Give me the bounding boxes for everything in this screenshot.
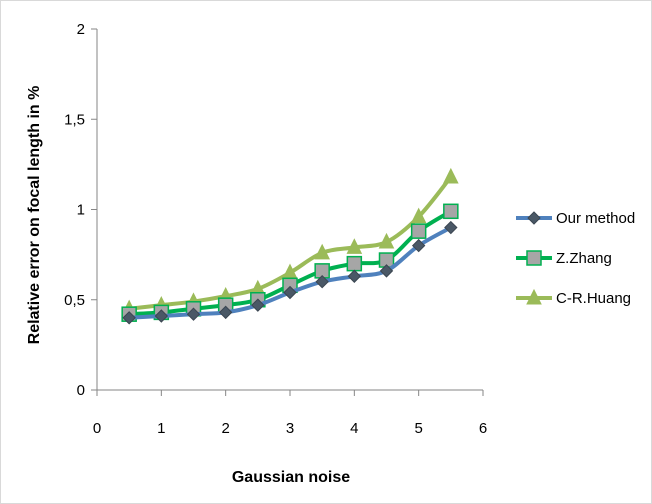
x-axis: 0 1 2 3 4 5 6 [93,389,487,437]
data-point [122,311,136,325]
series-0 [122,220,458,325]
data-point [443,203,459,220]
legend-item: Z.Zhang [516,250,612,267]
legend-marker [526,288,542,305]
x-tick-label: 3 [286,420,294,437]
x-tick-label: 4 [350,420,358,437]
legend-marker [526,250,542,266]
legend-label: C-R.Huang [556,290,631,307]
x-tick-label: 2 [221,420,229,437]
data-point [218,305,233,320]
data-point [251,298,265,312]
data-point [410,207,427,224]
y-axis-title: Relative error on focal length in % [26,86,43,345]
data-point [154,309,169,323]
legend-label: Z.Zhang [556,250,612,267]
y-tick-label: 0,5 [64,292,85,309]
x-axis-title: Gaussian noise [232,469,350,486]
data-point [346,238,363,254]
legend-marker [527,211,541,225]
data-point [410,223,427,239]
data-point [443,167,459,184]
x-tick-label: 1 [157,420,165,437]
data-point [283,285,297,300]
data-point [444,220,458,235]
x-tick-label: 0 [93,420,101,437]
data-point [346,255,363,272]
legend: Our method Z.Zhang C-R.Huang [516,210,635,307]
data-point [347,269,362,283]
y-tick-label: 1,5 [64,111,85,128]
data-point [378,232,395,249]
series-layer [121,167,459,325]
data-point [379,264,394,278]
y-tick-label: 1 [77,202,85,219]
data-point [314,243,330,260]
x-tick-label: 6 [479,420,487,437]
y-axis: 0 0,5 1 1,5 2 [64,21,98,399]
x-tick-label: 5 [414,420,422,437]
legend-label: Our method [556,210,635,227]
data-point [411,238,426,253]
y-tick-label: 0 [77,382,85,399]
data-point [186,307,201,321]
data-point [315,274,329,289]
y-tick-label: 2 [77,21,85,38]
legend-item: Our method [516,210,635,227]
legend-item: C-R.Huang [516,288,631,307]
